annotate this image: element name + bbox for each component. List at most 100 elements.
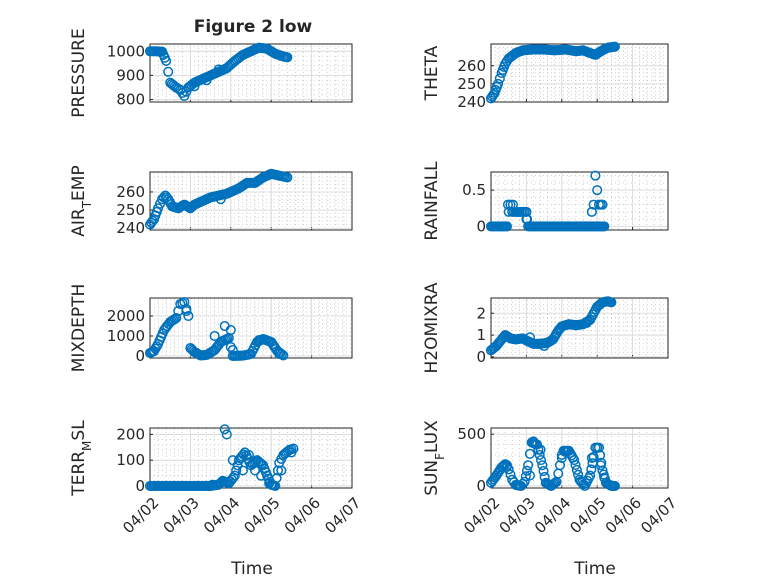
sun_flux-data-point — [556, 449, 567, 460]
air_temp-data-point — [215, 194, 226, 205]
sun_flux-data-point — [586, 464, 597, 475]
rainfall-data-point — [496, 221, 507, 232]
terr_msl-data-point — [237, 465, 248, 476]
terr_msl-data-point — [264, 478, 275, 489]
figure-title: Figure 2 low — [194, 17, 313, 37]
subplot-h2omixra: 0 1 2 H2OMIXRA — [422, 282, 669, 374]
subplot-rainfall: 0 0.5 RAINFALL — [422, 161, 669, 241]
rainfall-y-tick-label: 0.5 — [462, 181, 486, 199]
sun_flux-data-point — [554, 460, 566, 471]
mixdepth-y-tick-label: 0 — [135, 347, 145, 365]
sun_flux-data-point — [609, 480, 620, 491]
sun_flux-y-tick-label: 500 — [457, 425, 486, 443]
terr_msl-data-point — [219, 424, 230, 435]
sun_flux-data-point — [569, 455, 580, 466]
rainfall-data-point — [597, 199, 608, 210]
sun_flux-plot-area — [490, 427, 669, 489]
h2omixra-data-point — [606, 297, 617, 308]
rainfall-data-point — [590, 170, 601, 181]
mixdepth-y-tick-label: 2000 — [107, 307, 145, 325]
terr_msl-y-tick-label: 100 — [116, 451, 145, 469]
sun_flux-data-point — [519, 476, 530, 487]
terr_msl-y-tick-label: 200 — [116, 425, 145, 443]
terr_msl-data-point — [221, 429, 232, 440]
sun_flux-data-point — [571, 464, 582, 475]
rainfall-data-point — [502, 199, 514, 210]
sun_flux-data-point — [550, 477, 561, 488]
h2omixra-axes-frame — [490, 297, 669, 359]
theta-y-tick-label: 250 — [457, 75, 486, 93]
terr_msl-data-point — [243, 449, 255, 461]
air_temp-axes-frame — [149, 171, 353, 231]
pressure-axes-frame — [149, 43, 353, 103]
air_temp-y-axis-label: AIRTEMP — [69, 165, 94, 236]
rainfall-plot-area — [490, 171, 669, 231]
sun_flux-data-point — [534, 449, 545, 460]
sun_flux-data-point — [573, 469, 584, 480]
rainfall-data-point — [586, 206, 597, 217]
sun_flux-data-point — [585, 470, 596, 481]
pressure-data-point — [163, 66, 174, 77]
mixdepth-data-point — [181, 305, 192, 317]
sun_flux-data-point — [501, 460, 512, 471]
mixdepth-data-point — [227, 344, 238, 356]
terr_msl-data-point — [249, 465, 261, 476]
mixdepth-data-point — [169, 313, 180, 325]
mixdepth-data-point — [274, 348, 285, 360]
mixdepth-data-point — [179, 296, 190, 308]
x-axis-label-left: Time — [230, 559, 273, 579]
pressure-data-point — [189, 81, 200, 92]
sun_flux-data-point — [538, 466, 549, 477]
sun_flux-data-point — [537, 460, 548, 471]
theta-y-tick-label: 240 — [457, 93, 486, 111]
theta-data-point — [493, 78, 504, 89]
h2omixra-data-point — [539, 340, 550, 352]
h2omixra-y-tick-label: 0 — [476, 348, 486, 366]
mixdepth-y-axis-label: MIXDEPTH — [69, 284, 89, 373]
x-axis-label-right: Time — [573, 559, 616, 579]
sun_flux-data-point — [570, 459, 581, 471]
terr_msl-data-point — [229, 470, 240, 481]
sun_flux-data-point — [497, 461, 508, 472]
rainfall-data-point — [507, 199, 518, 210]
sun_flux-data-point — [548, 478, 559, 489]
terr_msl-data-point — [256, 470, 267, 481]
terr_msl-y-axis-label: TERRMSL — [69, 420, 94, 497]
rainfall-data-point — [576, 221, 587, 232]
h2omixra-y-tick-label: 1 — [476, 326, 486, 344]
mixdepth-y-tick-label: 1000 — [107, 327, 145, 345]
theta-data-point — [494, 73, 505, 84]
rainfall-data-point — [599, 221, 610, 232]
sun_flux-data-point — [586, 452, 597, 464]
terr_msl-data-point — [286, 447, 297, 458]
pressure-data-point — [161, 55, 172, 66]
sun_flux-y-tick-label: 0 — [476, 477, 486, 495]
rainfall-data-point — [521, 206, 532, 217]
sun_flux-data-point — [520, 471, 531, 482]
sun_flux-axes-frame — [490, 427, 669, 489]
pressure-y-tick-label: 800 — [116, 91, 145, 109]
h2omixra-data-point — [581, 318, 592, 329]
sun_flux-y-axis-label: SUNFLUX — [422, 420, 447, 496]
air_temp-y-tick-label: 250 — [116, 201, 145, 219]
sun_flux-data-point — [595, 460, 606, 471]
pressure-y-axis-label: PRESSURE — [69, 28, 89, 117]
mixdepth-data-point — [183, 310, 194, 322]
h2omixra-y-axis-label: H2OMIXRA — [422, 282, 442, 373]
pressure-data-point — [201, 75, 212, 86]
theta-data-point — [609, 41, 620, 52]
mixdepth-data-point — [171, 312, 182, 324]
sun_flux-data-point — [523, 460, 534, 471]
sun_flux-data-point — [577, 477, 588, 488]
sun_flux-data-point — [524, 448, 535, 459]
terr_msl-data-point — [276, 465, 287, 476]
pressure-y-tick-label: 900 — [116, 66, 145, 84]
sun_flux-data-point — [535, 444, 546, 455]
sun_flux-data-point — [593, 442, 605, 453]
sun_flux-data-point — [524, 470, 535, 481]
theta-axes-frame — [490, 43, 669, 103]
theta-y-axis-label: THETA — [422, 45, 442, 101]
